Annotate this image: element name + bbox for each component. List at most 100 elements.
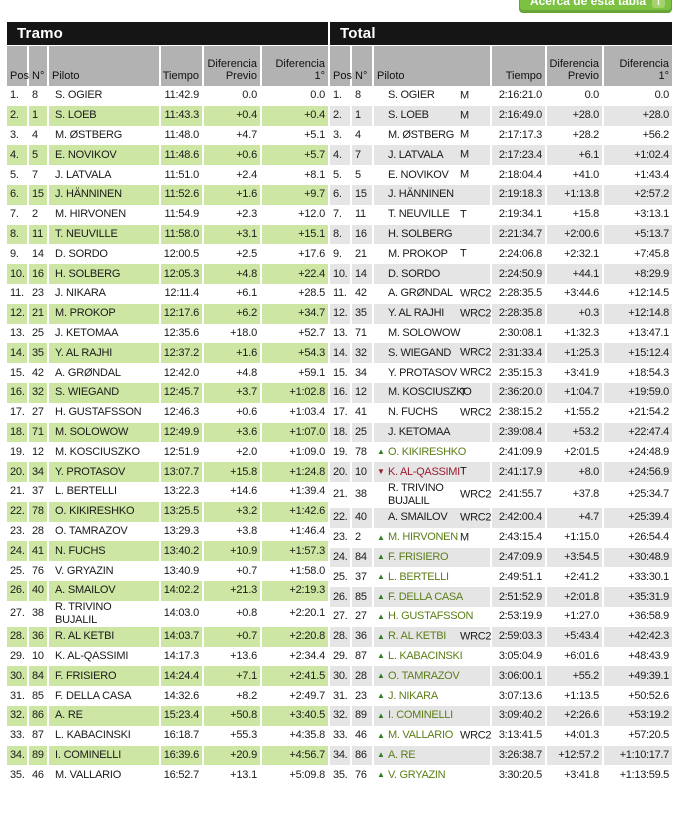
position-cell: 6. [7,184,29,205]
table-row: 12. 35 Y. AL RAJHI WRC2 2:28:35.8 +0.3 +… [330,303,672,324]
car-number-cell: 89 [29,745,49,766]
car-number-cell: 34 [29,462,49,482]
time-cell: 2:21:34.7 [492,224,547,245]
driver-name: A. RE [55,709,83,722]
driver-name: J. KETOMAA [55,326,119,339]
position-cell: 26. [7,580,29,601]
driver-name: L. BERTELLI [388,570,449,583]
time-cell: 11:42.9 [161,86,204,106]
diff-first-cell: +2:20.8 [262,626,328,647]
diff-previous-cell: +55.3 [204,725,262,746]
position-cell: 1. [330,86,352,106]
diff-previous-cell: +0.4 [204,105,262,126]
diff-first-cell: +5:09.8 [262,765,328,786]
time-cell: 2:28:35.8 [492,303,547,324]
car-number-cell: 16 [352,224,374,245]
diff-previous-cell: +53.2 [547,422,604,443]
time-cell: 14:24.4 [161,666,204,687]
time-cell: 2:31:33.4 [492,343,547,364]
driver-cell: S. WIEGAND [49,382,161,403]
driver-name: S. LOEB [55,109,97,122]
table-row: 17. 27 H. GUSTAFSSON 12:46.3 +0.6 +1:03.… [7,402,328,423]
time-cell: 11:58.0 [161,224,204,245]
driver-cell: E. NOVIKOV [49,145,161,166]
driver-cell: J. KETOMAA [374,422,492,443]
diff-first-cell: +12:14.8 [604,303,672,324]
diff-previous-cell: +0.7 [204,626,262,647]
diff-previous-cell: +0.3 [547,303,604,324]
driver-name: M. HIRVONEN [388,531,458,544]
driver-name: N. FUCHS [55,544,106,557]
time-cell: 12:37.2 [161,343,204,364]
time-cell: 3:30:20.5 [492,765,547,786]
diff-first-cell: +21:54.2 [604,402,672,423]
driver-name: T. NEUVILLE [388,208,450,221]
tramo-table: Tramo Pos N° Piloto Tiempo Diferencia Pr… [7,22,328,786]
about-table-button[interactable]: Acerca de esta tabla i [518,0,672,13]
car-number-cell: 12 [352,382,374,403]
driver-name: V. GRYAZIN [388,768,446,781]
time-cell: 13:40.9 [161,561,204,581]
time-cell: 2:30:08.1 [492,323,547,344]
driver-name: J. KETOMAA [388,425,451,438]
up-arrow-icon: ▲ [377,611,385,621]
diff-first-cell: +56.2 [604,125,672,146]
diff-previous-cell: +2:01.5 [547,442,604,463]
time-cell: 11:51.0 [161,165,204,185]
driver-cell: M. KOSCIUSZKO T [374,382,492,403]
time-cell: 2:19:18.3 [492,184,547,205]
table-row: 6. 15 J. HÄNNINEN 2:19:18.3 +1:13.8 +2:5… [330,184,672,205]
table-row: 7. 11 T. NEUVILLE T 2:19:34.1 +15.8 +3:1… [330,204,672,225]
position-cell: 20. [330,462,352,482]
table-row: 25. 76 V. GRYAZIN 13:40.9 +0.7 +1:58.0 [7,561,328,581]
diff-previous-cell: +15.8 [204,462,262,482]
position-cell: 31. [330,686,352,706]
table-row: 18. 71 M. SOLOWOW 12:49.9 +3.6 +1:07.0 [7,422,328,443]
position-cell: 19. [7,442,29,463]
time-cell: 2:39:08.4 [492,422,547,443]
driver-cell: E. NOVIKOV M [374,165,492,185]
diff-previous-cell: +55.2 [547,666,604,687]
diff-first-cell: +22:47.4 [604,422,672,443]
driver-cell: S. WIEGAND WRC2 [374,343,492,364]
driver-cell: L. KABACINSKI [49,725,161,746]
table-row: 11. 23 J. NIKARA 12:11.4 +6.1 +28.5 [7,283,328,304]
diff-first-cell: +36:58.9 [604,606,672,627]
driver-name: L. KABACINSKI [388,649,463,662]
diff-first-cell: +1:57.3 [262,541,328,562]
table-row: 21. 37 L. BERTELLI 13:22.3 +14.6 +1:39.4 [7,481,328,502]
table-row: 13. 25 J. KETOMAA 12:35.6 +18.0 +52.7 [7,323,328,344]
driver-name: H. GUSTAFSSON [388,610,474,623]
driver-cell: ▲ L. BERTELLI [374,567,492,588]
table-row: 23. 2 ▲ M. HIRVONEN M 2:43:15.4 +1:15.0 … [330,527,672,548]
diff-previous-cell: +37.8 [547,481,604,508]
time-cell: 3:13:41.5 [492,725,547,746]
car-number-cell: 25 [352,422,374,443]
class-badge: WRC2 [460,346,492,359]
car-number-cell: 12 [29,442,49,463]
diff-first-cell: 0.0 [262,86,328,106]
time-cell: 2:51:52.9 [492,587,547,607]
position-cell: 7. [7,204,29,225]
diff-first-cell: +2:19.3 [262,580,328,601]
driver-name: M. KOSCIUSZKO [388,386,472,399]
time-cell: 13:40.2 [161,541,204,562]
diff-first-cell: +9.7 [262,184,328,205]
diff-first-cell: +1:02.4 [604,145,672,166]
position-cell: 25. [7,561,29,581]
position-cell: 31. [7,686,29,706]
driver-cell: H. SOLBERG [49,264,161,284]
driver-name: R. AL KETBI [388,630,447,643]
table-row: 16. 32 S. WIEGAND 12:45.7 +3.7 +1:02.8 [7,382,328,403]
car-number-cell: 11 [352,204,374,225]
driver-cell: M. SOLOWOW [49,422,161,443]
diff-previous-cell: +1:55.2 [547,402,604,423]
driver-cell: Y. AL RAJHI [49,343,161,364]
driver-cell: M. PROKOP T [374,244,492,265]
class-badge: M [460,128,469,141]
diff-first-cell: +1:58.0 [262,561,328,581]
col-tiempo: Tiempo [161,46,204,86]
car-number-cell: 15 [352,184,374,205]
diff-first-cell: 0.0 [604,86,672,106]
position-cell: 28. [7,626,29,647]
